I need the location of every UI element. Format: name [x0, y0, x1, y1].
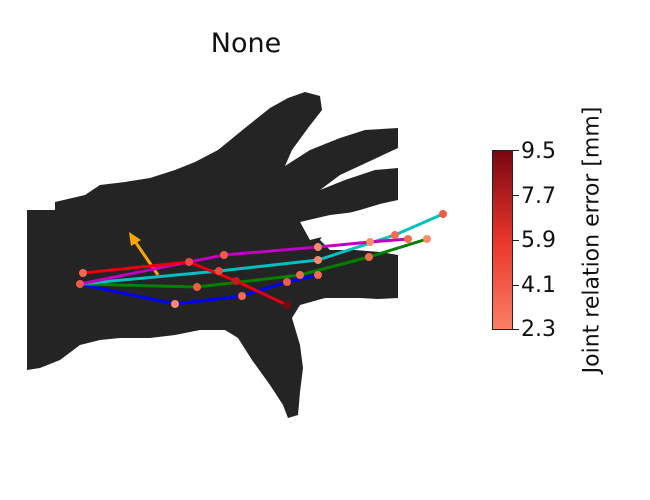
colorbar-tick-label: 2.3	[521, 317, 556, 342]
joint	[314, 256, 322, 264]
joint	[283, 278, 291, 286]
joint	[79, 269, 87, 277]
ring-chain	[79, 237, 409, 286]
joint	[220, 251, 228, 259]
joint	[365, 253, 373, 261]
joint	[238, 292, 246, 300]
joint	[391, 231, 399, 239]
joint	[439, 210, 447, 218]
colorbar-tick	[513, 285, 519, 286]
joint	[171, 300, 179, 308]
joint	[366, 238, 374, 246]
joint-markers	[76, 210, 447, 309]
joint	[314, 271, 322, 279]
pinky-chain	[82, 260, 288, 307]
colorbar-tick-label: 5.9	[521, 228, 556, 253]
hand-silhouette	[27, 92, 398, 418]
colorbar-tick-label: 4.1	[521, 273, 556, 298]
colorbar-tick-label: 7.7	[521, 184, 556, 209]
colorbar-tick	[513, 195, 519, 196]
colorbar-tick	[513, 150, 519, 151]
joint	[215, 267, 223, 275]
joint	[232, 277, 240, 285]
joint	[296, 271, 304, 279]
joint	[423, 235, 431, 243]
joint	[404, 235, 412, 243]
joint	[314, 243, 322, 251]
joint	[76, 280, 84, 288]
joint	[283, 301, 291, 309]
plot-title: None	[210, 28, 282, 59]
finger-gap	[300, 210, 375, 240]
colorbar	[492, 150, 513, 330]
colorbar-label: Joint relation error [mm]	[579, 106, 605, 374]
joint	[193, 283, 201, 291]
colorbar-tick-label: 9.5	[521, 139, 556, 164]
colorbar-tick	[513, 329, 519, 330]
colorbar-tick	[513, 240, 519, 241]
joint	[185, 258, 193, 266]
